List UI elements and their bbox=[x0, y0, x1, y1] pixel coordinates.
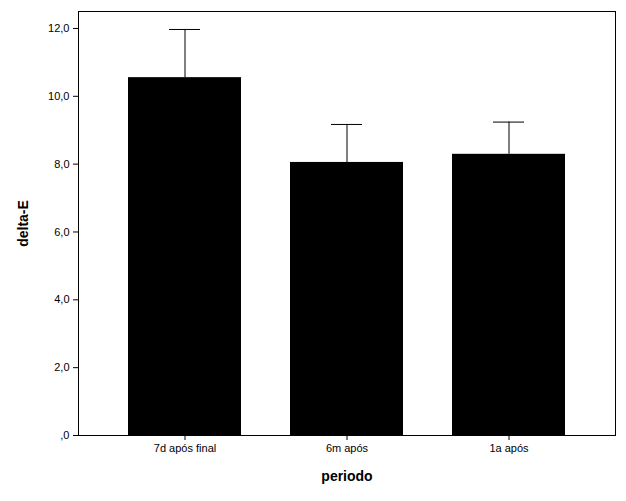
svg-text:12,0: 12,0 bbox=[48, 22, 69, 34]
svg-text:10,0: 10,0 bbox=[48, 90, 69, 102]
svg-text:7d após final: 7d após final bbox=[154, 442, 216, 454]
svg-text:2,0: 2,0 bbox=[54, 361, 69, 373]
svg-text:6,0: 6,0 bbox=[54, 226, 69, 238]
svg-text:1a após: 1a após bbox=[489, 442, 529, 454]
svg-text:6m após: 6m após bbox=[326, 442, 369, 454]
svg-text:periodo: periodo bbox=[321, 468, 372, 484]
svg-text:8,0: 8,0 bbox=[54, 158, 69, 170]
svg-text:,0: ,0 bbox=[60, 429, 69, 441]
svg-text:4,0: 4,0 bbox=[54, 293, 69, 305]
svg-text:delta-E: delta-E bbox=[15, 200, 31, 247]
